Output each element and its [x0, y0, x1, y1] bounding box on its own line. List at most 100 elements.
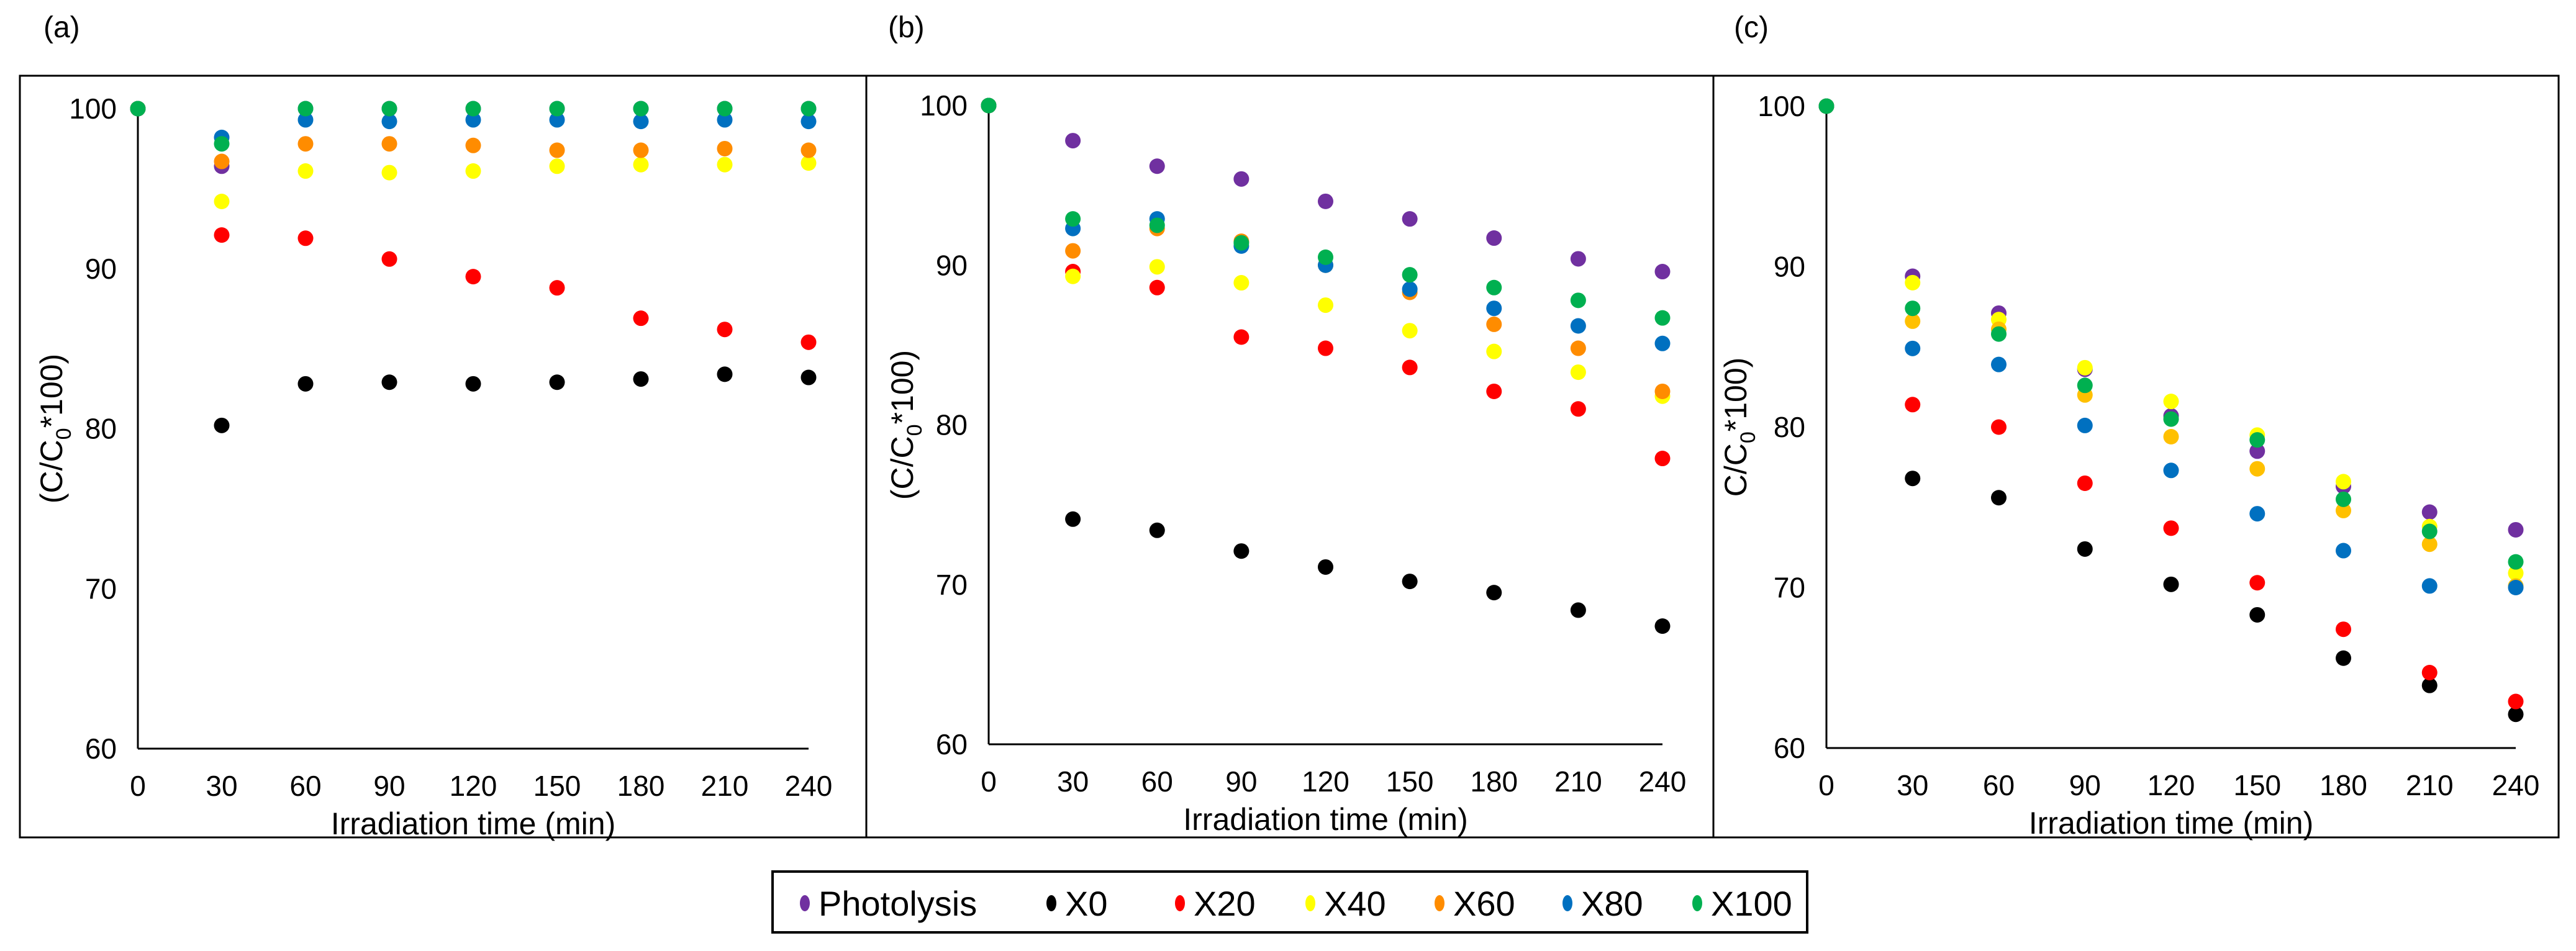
- legend-item-x60: X60: [1435, 884, 1515, 923]
- x-axis-title: Irradiation time (min): [1183, 802, 1467, 837]
- data-point-x80: [2163, 462, 2179, 479]
- data-point-x20: [1570, 401, 1586, 417]
- data-point-x100: [1654, 310, 1671, 326]
- data-point-x60: [1905, 313, 1921, 329]
- data-point-photolysis: [2508, 521, 2524, 538]
- y-tick-label: 80: [85, 413, 117, 445]
- y-axis-title-part: *100): [885, 350, 920, 425]
- legend-label: X100: [1711, 884, 1792, 923]
- panel-label: (a): [43, 11, 80, 44]
- data-point-x100: [2249, 432, 2265, 448]
- series-x100: [981, 97, 1671, 326]
- data-point-x0: [1318, 559, 1333, 575]
- x-tick-label: 90: [2069, 769, 2101, 801]
- data-point-x40: [633, 156, 649, 173]
- data-point-x80: [297, 112, 314, 128]
- x-tick-label: 30: [1057, 765, 1089, 798]
- data-point-x100: [2508, 554, 2524, 570]
- data-point-x0: [2077, 541, 2093, 557]
- data-point-x60: [1654, 383, 1671, 399]
- y-tick-label: 100: [69, 92, 117, 125]
- data-point-photolysis: [1654, 264, 1671, 280]
- data-point-x60: [800, 142, 817, 158]
- data-point-x100: [1149, 217, 1165, 233]
- data-point-x20: [1318, 340, 1333, 356]
- x-tick-label: 0: [130, 770, 146, 802]
- data-point-x0: [633, 371, 649, 387]
- data-point-x40: [1149, 259, 1165, 275]
- data-point-x20: [214, 227, 230, 243]
- legend-label: X60: [1453, 884, 1515, 923]
- y-axis-title: (C/C0*100): [34, 354, 76, 503]
- data-point-x20: [1905, 397, 1921, 413]
- y-tick-label: 60: [936, 728, 968, 760]
- data-point-x20: [1486, 383, 1502, 399]
- x-axis-title: Irradiation time (min): [331, 806, 615, 841]
- data-point-x0: [2249, 606, 2265, 623]
- y-tick-label: 90: [85, 253, 117, 285]
- y-axis-title-subscript: 0: [1736, 431, 1760, 443]
- series-x60: [130, 101, 817, 169]
- data-point-x60: [633, 142, 649, 158]
- data-point-x20: [717, 322, 733, 338]
- data-point-x80: [1991, 356, 2007, 372]
- data-point-x60: [297, 136, 314, 152]
- data-point-x20: [2508, 693, 2524, 710]
- y-tick-label: 80: [936, 409, 968, 441]
- data-point-x20: [2249, 575, 2265, 591]
- data-point-x40: [1318, 297, 1333, 313]
- x-tick-label: 210: [2406, 769, 2454, 801]
- data-point-x0: [1905, 471, 1921, 487]
- legend-item-x100: X100: [1692, 884, 1792, 923]
- data-point-x20: [1402, 359, 1418, 376]
- data-point-x40: [1486, 343, 1502, 359]
- legend-box: [771, 870, 1808, 934]
- data-point-x100: [2077, 377, 2093, 394]
- legend-label: Photolysis: [819, 884, 977, 923]
- panel-border: [1712, 74, 2560, 839]
- legend-item-x80: X80: [1562, 884, 1643, 923]
- series-x80: [981, 97, 1671, 351]
- data-point-x0: [1991, 490, 2007, 506]
- series-x100: [1818, 98, 2524, 570]
- data-point-photolysis: [1570, 251, 1586, 267]
- legend-marker-icon: [1175, 895, 1185, 911]
- data-point-x80: [465, 112, 481, 128]
- data-point-x40: [2077, 359, 2093, 376]
- data-point-x20: [381, 251, 397, 267]
- data-point-x20: [549, 280, 565, 296]
- data-point-photolysis: [1402, 211, 1418, 227]
- data-point-x100: [1233, 235, 1249, 251]
- data-point-x60: [2336, 502, 2351, 518]
- data-point-x80: [549, 112, 565, 128]
- data-point-x0: [214, 417, 230, 433]
- y-tick-label: 100: [920, 89, 968, 122]
- series-x40: [1818, 98, 2524, 581]
- data-point-x100: [717, 101, 733, 117]
- data-point-x40: [465, 163, 481, 179]
- x-tick-label: 150: [533, 770, 581, 802]
- x-tick-label: 180: [1470, 765, 1518, 798]
- data-point-x80: [1570, 318, 1586, 334]
- data-point-x20: [2421, 665, 2438, 681]
- data-point-x60: [549, 142, 565, 158]
- data-point-x80: [1486, 300, 1502, 317]
- data-point-x100: [381, 101, 397, 117]
- data-point-x100: [1402, 267, 1418, 283]
- data-point-x0: [2421, 677, 2438, 693]
- data-point-x100: [1818, 98, 1834, 114]
- data-point-x80: [381, 114, 397, 130]
- data-point-x60: [214, 153, 230, 169]
- data-point-x40: [381, 165, 397, 181]
- x-tick-label: 180: [2320, 769, 2367, 801]
- data-point-x0: [1486, 585, 1502, 601]
- series-x80: [130, 101, 817, 145]
- data-point-x40: [297, 163, 314, 179]
- data-point-x80: [2508, 580, 2524, 595]
- x-tick-label: 210: [1554, 765, 1602, 798]
- y-tick-label: 100: [1757, 90, 1805, 122]
- data-point-x20: [1991, 419, 2007, 435]
- x-tick-label: 90: [1225, 765, 1257, 798]
- y-axis-title-part: *100): [34, 354, 69, 428]
- data-point-x40: [1905, 274, 1921, 291]
